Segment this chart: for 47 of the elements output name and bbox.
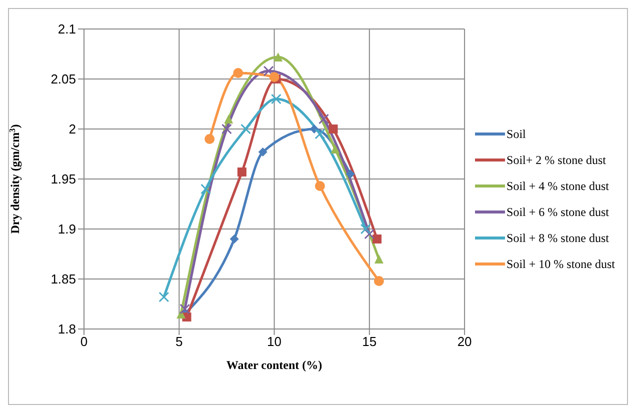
point [330,144,340,154]
point [204,134,215,144]
point [200,184,212,194]
y-tick-label: 2.05 [50,72,76,87]
x-axis-title: Water content (%) [226,358,322,372]
y-tick-label: 2.1 [58,22,76,37]
y-tick-label: 1.95 [50,172,76,187]
point [221,124,232,134]
x-tick-label: 5 [176,334,183,350]
y-tick-label: 1.8 [58,322,76,337]
point [346,170,355,178]
point [158,292,170,302]
x-tick-label: 10 [267,334,282,350]
point [176,310,186,318]
x-tick-label: 0 [80,334,88,350]
legend-label: Soil + 4 % stone dust [506,178,609,194]
legend-label: Soil + 6 % stone dust [506,204,609,220]
x-tick-label: 20 [457,334,472,350]
point [314,181,325,191]
y-tick-label: 1.9 [58,222,76,237]
point [269,72,280,82]
point [372,234,382,244]
point [318,114,329,124]
y-tick-label: 1.85 [50,272,76,287]
point [270,94,282,104]
point [258,148,268,156]
legend-label: Soil [506,126,526,142]
point [360,224,371,234]
point [328,124,338,134]
point [224,114,234,124]
point [240,124,251,134]
point [230,234,239,244]
point [237,168,246,176]
point [374,276,384,286]
point [233,68,244,78]
point [263,66,274,76]
legend-label: Soil+ 2 % stone dust [506,152,606,168]
point [374,254,384,264]
legend-label: Soil + 8 % stone dust [506,230,609,246]
y-tick-label: 2 [68,122,76,137]
x-tick-label: 15 [362,334,377,350]
point [364,228,375,240]
point [274,52,283,62]
legend-label: Soil + 10 % stone dust [506,256,615,272]
point [310,124,319,134]
point [314,128,326,140]
point [180,304,190,314]
